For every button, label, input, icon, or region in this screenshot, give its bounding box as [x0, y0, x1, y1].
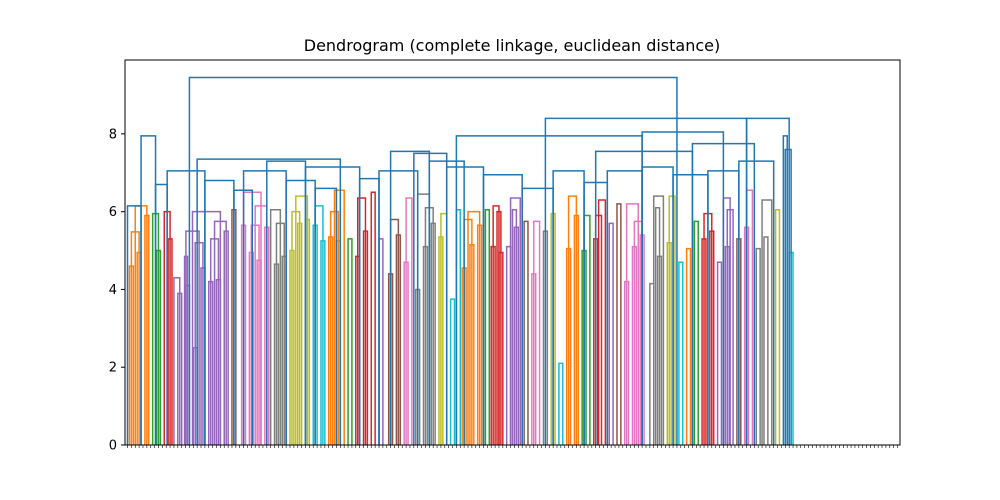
dendrogram-link-105	[652, 195, 665, 445]
dendrogram-link-81	[523, 220, 529, 445]
dendrogram-link-86	[558, 362, 564, 445]
axes-frame	[124, 59, 901, 446]
dendrogram-link-104	[654, 207, 661, 445]
y-axis: 0 2 4 6 8	[109, 127, 125, 454]
dendrogram-link-154	[738, 160, 775, 445]
dendrogram-link-114	[716, 261, 723, 445]
dendrogram-link-96	[616, 203, 622, 445]
dendrogram-link-80	[509, 197, 521, 445]
dendrogram-link-94	[597, 199, 607, 445]
dendrogram-link-110	[693, 220, 699, 445]
dendrogram-link-50	[356, 197, 367, 445]
dendrogram-link-136	[314, 187, 338, 445]
y-tick-label-2: 2	[109, 361, 117, 376]
y-tick-label-4: 4	[109, 283, 117, 298]
leaf-labels	[127, 445, 898, 448]
dendrogram-link-65	[449, 298, 456, 445]
dendrogram-link-76	[492, 205, 500, 445]
dendrogram-link-22	[191, 210, 222, 445]
dendrogram-link-108	[678, 261, 684, 445]
dendrogram-link-47	[347, 238, 353, 445]
dendrogram-link-127	[784, 148, 792, 445]
chart-title: Dendrogram (complete linkage, euclidean …	[304, 36, 720, 55]
plot-area	[126, 76, 794, 445]
dendrogram-link-124	[774, 208, 781, 445]
dendrogram-link-109	[685, 247, 692, 445]
dendrogram-link-51	[370, 191, 376, 445]
dendrogram-link-123	[761, 199, 773, 445]
y-tick-label-8: 8	[109, 127, 117, 142]
dendrogram-link-95	[608, 222, 614, 445]
dendrogram-link-46	[333, 189, 345, 445]
dendrogram-link-39	[295, 195, 309, 445]
dendrogram-link-101	[625, 203, 640, 445]
dendrogram-link-158	[641, 131, 725, 445]
dendrogram-link-161	[188, 76, 678, 445]
dendrogram-link-79	[511, 208, 518, 445]
dendrogram-link-160	[745, 117, 790, 445]
dendrogram-link-126	[782, 135, 788, 445]
dendrogram-link-34	[269, 208, 282, 445]
dendrogram-link-83	[533, 220, 541, 445]
dendrogram-link-10	[173, 277, 181, 445]
y-tick-label-0: 0	[109, 439, 117, 454]
dendrogram-link-57	[405, 197, 413, 445]
dendrogram-link-121	[755, 247, 761, 445]
dendrogram-link-140	[196, 158, 342, 445]
dendrogram-link-72	[484, 208, 491, 445]
dendrogram-link-107	[668, 195, 676, 445]
dendrogram-link-141	[378, 170, 419, 445]
y-tick-label-6: 6	[109, 205, 117, 220]
dendrogram-link-122	[763, 236, 769, 445]
dendrogram-link-71	[467, 210, 481, 445]
dendrogram-link-89	[567, 195, 578, 445]
